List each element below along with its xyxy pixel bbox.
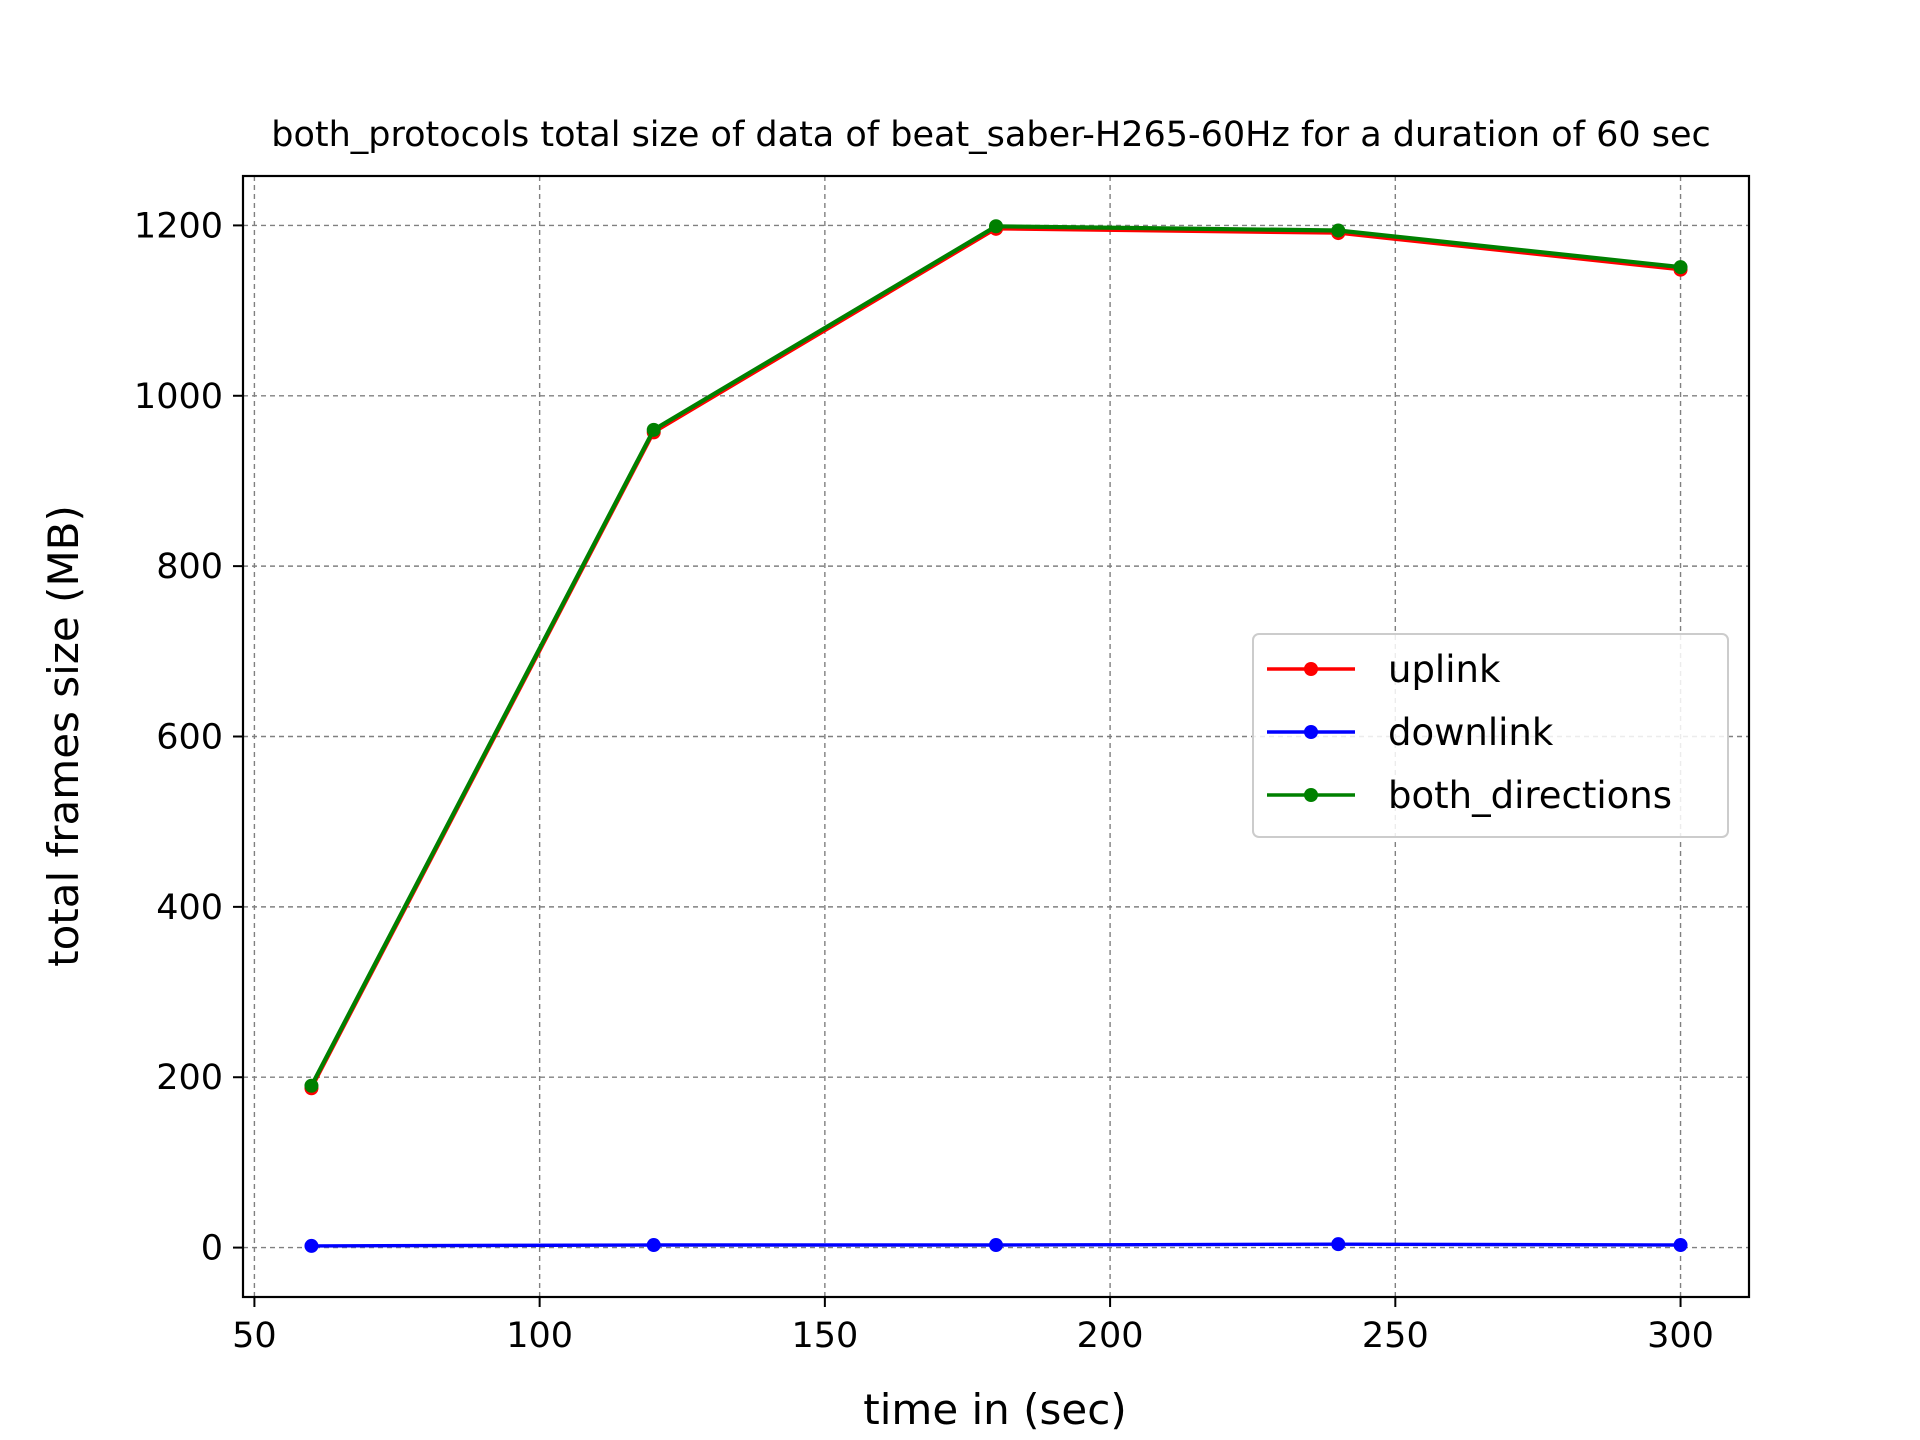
x-tick-label: 250 [1362, 1316, 1429, 1356]
data-point-downlink [989, 1238, 1003, 1253]
y-tick-label: 200 [156, 1058, 223, 1098]
x-axis: 50 100 150 200 250 300 [232, 1297, 1714, 1356]
legend-box [1252, 633, 1729, 838]
legend-label-both_directions: both_directions [1388, 774, 1672, 817]
legend-label-downlink: downlink [1388, 711, 1554, 754]
legend-marker-uplink [1304, 662, 1318, 676]
data-point-both_directions [989, 219, 1003, 234]
y-tick-label: 1200 [134, 206, 223, 246]
data-point-downlink [1331, 1237, 1346, 1252]
y-axis: 0 200 400 600 800 1000 1200 [134, 206, 243, 1269]
x-axis-label: time in (sec) [863, 1385, 1126, 1434]
y-tick-label: 1000 [134, 377, 223, 417]
series-lines [304, 219, 1688, 1253]
legend-label-uplink: uplink [1388, 648, 1501, 691]
legend: uplink downlink both_directions [1252, 633, 1729, 838]
data-point-both_directions [1331, 223, 1346, 238]
x-tick-label: 200 [1077, 1316, 1144, 1356]
data-point-both_directions [1673, 260, 1688, 275]
data-point-downlink [1673, 1238, 1688, 1253]
legend-marker-downlink [1304, 725, 1318, 739]
data-point-downlink [304, 1238, 319, 1253]
y-tick-label: 0 [201, 1229, 223, 1269]
data-point-both_directions [646, 422, 661, 437]
x-tick-label: 50 [232, 1316, 277, 1356]
x-tick-label: 100 [506, 1316, 573, 1356]
y-axis-label: total frames size (MB) [39, 505, 88, 967]
x-tick-label: 300 [1647, 1316, 1714, 1356]
chart-title: both_protocols total size of data of bea… [271, 115, 1711, 155]
data-point-both_directions [304, 1078, 319, 1093]
y-tick-label: 400 [156, 888, 223, 928]
y-tick-label: 800 [156, 547, 223, 587]
data-point-downlink [646, 1238, 661, 1253]
legend-marker-both_directions [1304, 788, 1318, 802]
x-tick-label: 150 [791, 1316, 858, 1356]
y-tick-label: 600 [156, 718, 223, 758]
